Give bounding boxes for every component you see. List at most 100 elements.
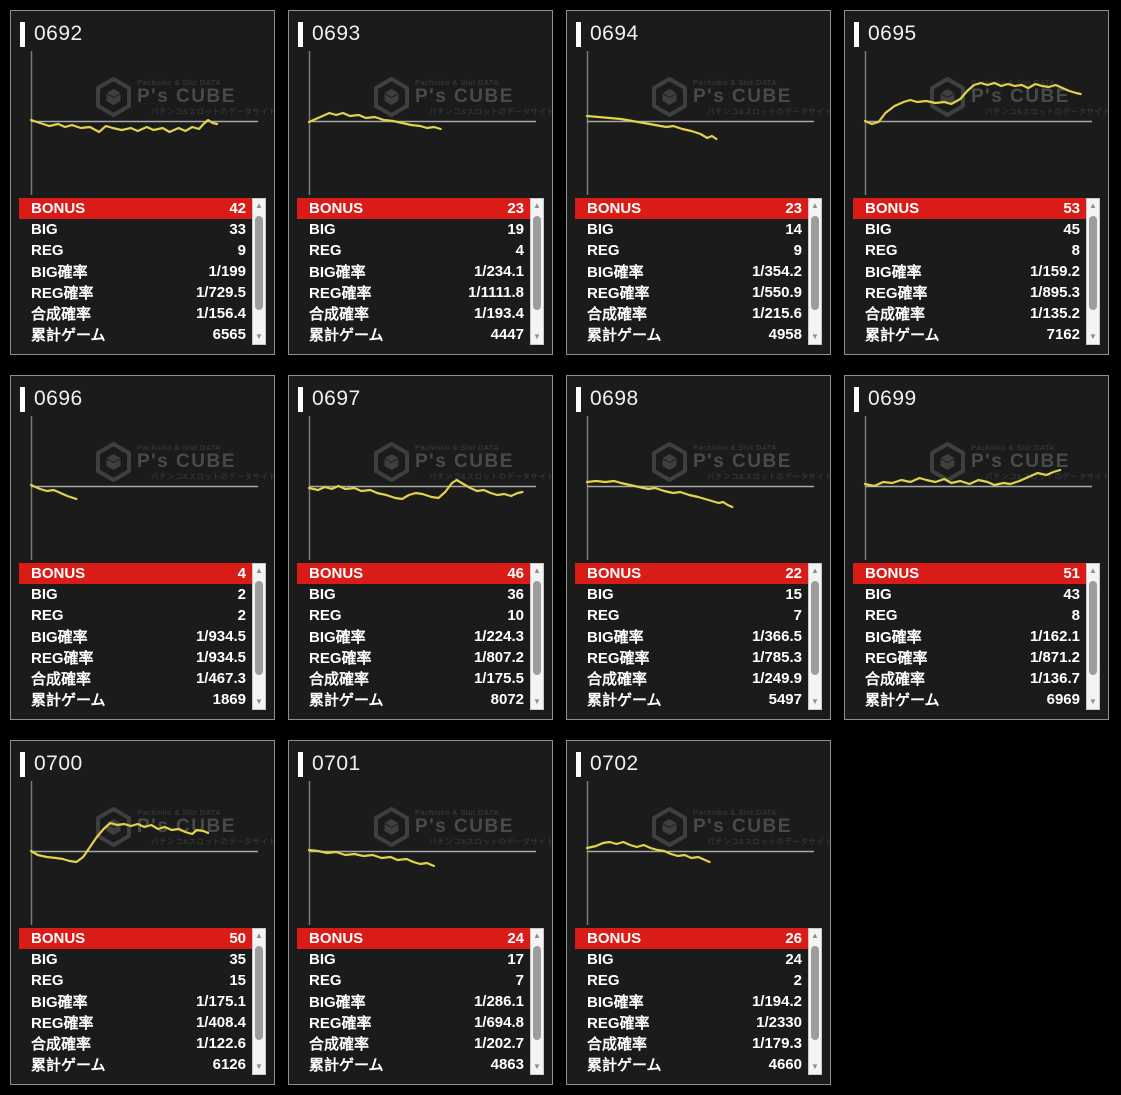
scroll-thumb[interactable] bbox=[255, 946, 263, 1040]
stats-row: REG確率 1/408.4 bbox=[19, 1012, 252, 1033]
scroll-thumb[interactable] bbox=[1089, 216, 1097, 310]
stats-row: 合成確率 1/202.7 bbox=[297, 1033, 530, 1054]
stat-value: 1/934.5 bbox=[195, 628, 246, 645]
scroll-down-icon[interactable]: ▼ bbox=[811, 697, 819, 706]
scroll-thumb[interactable] bbox=[811, 216, 819, 310]
machine-panel[interactable]: 0697 Pachinko & Slot DATA P's CUBE パチンコ&… bbox=[288, 375, 553, 720]
watermark-text: Pachinko & Slot DATA P's CUBE パチンコ&スロットの… bbox=[971, 78, 1108, 116]
slump-graph: Pachinko & Slot DATA P's CUBE パチンコ&スロットの… bbox=[845, 49, 1108, 196]
stat-value: 50 bbox=[229, 930, 246, 947]
scroll-down-icon[interactable]: ▼ bbox=[255, 332, 263, 341]
stat-label: REG確率 bbox=[31, 1015, 94, 1032]
scroll-thumb[interactable] bbox=[811, 946, 819, 1040]
stat-label: 累計ゲーム bbox=[31, 1057, 106, 1074]
watermark-text: Pachinko & Slot DATA P's CUBE パチンコ&スロットの… bbox=[415, 808, 552, 846]
scroll-up-icon[interactable]: ▲ bbox=[255, 201, 263, 210]
stat-value: 1/807.2 bbox=[473, 649, 524, 666]
title-bar-icon bbox=[854, 21, 859, 47]
stats-scrollbar[interactable]: ▲ ▼ bbox=[530, 928, 544, 1075]
machine-number: 0695 bbox=[868, 22, 917, 45]
stats-scrollbar[interactable]: ▲ ▼ bbox=[252, 563, 266, 710]
scroll-up-icon[interactable]: ▲ bbox=[533, 931, 541, 940]
stat-value: 42 bbox=[229, 200, 246, 217]
scroll-down-icon[interactable]: ▼ bbox=[255, 697, 263, 706]
scroll-up-icon[interactable]: ▲ bbox=[811, 931, 819, 940]
scroll-up-icon[interactable]: ▲ bbox=[811, 201, 819, 210]
scroll-down-icon[interactable]: ▼ bbox=[1089, 332, 1097, 341]
stats-row: REG 7 bbox=[297, 970, 530, 991]
stats-scrollbar[interactable]: ▲ ▼ bbox=[808, 928, 822, 1075]
slump-graph-plot bbox=[29, 781, 258, 925]
scroll-up-icon[interactable]: ▲ bbox=[255, 566, 263, 575]
machine-panel[interactable]: 0692 Pachinko & Slot DATA P's CUBE パチンコ&… bbox=[10, 10, 275, 355]
stat-value: 1869 bbox=[212, 691, 246, 708]
stats-scrollbar[interactable]: ▲ ▼ bbox=[252, 198, 266, 345]
machine-panel[interactable]: 0702 Pachinko & Slot DATA P's CUBE パチンコ&… bbox=[566, 740, 831, 1085]
scroll-down-icon[interactable]: ▼ bbox=[533, 332, 541, 341]
machine-panel[interactable]: 0695 Pachinko & Slot DATA P's CUBE パチンコ&… bbox=[844, 10, 1109, 355]
stats-row: BONUS 53 bbox=[853, 198, 1086, 219]
title-bar-icon bbox=[20, 386, 25, 412]
scroll-down-icon[interactable]: ▼ bbox=[255, 1062, 263, 1071]
machine-panel[interactable]: 0699 Pachinko & Slot DATA P's CUBE パチンコ&… bbox=[844, 375, 1109, 720]
machine-panel[interactable]: 0700 Pachinko & Slot DATA P's CUBE パチンコ&… bbox=[10, 740, 275, 1085]
stats-scrollbar[interactable]: ▲ ▼ bbox=[530, 563, 544, 710]
scroll-up-icon[interactable]: ▲ bbox=[533, 566, 541, 575]
stats-row: BONUS 50 bbox=[19, 928, 252, 949]
stat-value: 7162 bbox=[1046, 326, 1080, 343]
stat-label: BONUS bbox=[309, 565, 364, 582]
stat-value: 1/122.6 bbox=[195, 1035, 246, 1052]
scroll-up-icon[interactable]: ▲ bbox=[1089, 566, 1097, 575]
scroll-up-icon[interactable]: ▲ bbox=[533, 201, 541, 210]
stats-scrollbar[interactable]: ▲ ▼ bbox=[1086, 563, 1100, 710]
machine-panel[interactable]: 0698 Pachinko & Slot DATA P's CUBE パチンコ&… bbox=[566, 375, 831, 720]
slump-graph-plot bbox=[307, 51, 536, 195]
stat-label: REG確率 bbox=[587, 1015, 650, 1032]
machine-panel[interactable]: 0694 Pachinko & Slot DATA P's CUBE パチンコ&… bbox=[566, 10, 831, 355]
scroll-thumb[interactable] bbox=[533, 581, 541, 675]
stat-label: REG bbox=[587, 242, 620, 259]
stats-scrollbar[interactable]: ▲ ▼ bbox=[808, 563, 822, 710]
stats-scrollbar[interactable]: ▲ ▼ bbox=[252, 928, 266, 1075]
watermark-text: Pachinko & Slot DATA P's CUBE パチンコ&スロットの… bbox=[693, 78, 830, 116]
watermark-brand: P's CUBE bbox=[137, 451, 236, 472]
machine-panel[interactable]: 0693 Pachinko & Slot DATA P's CUBE パチンコ&… bbox=[288, 10, 553, 355]
ps-cube-logo-icon bbox=[374, 442, 409, 482]
watermark: Pachinko & Slot DATA P's CUBE パチンコ&スロットの… bbox=[651, 76, 830, 118]
stats-rows: BONUS 23 BIG 14 REG 9 BIG確率 1/354.2 REG確… bbox=[575, 198, 808, 345]
scroll-thumb[interactable] bbox=[1089, 581, 1097, 675]
scroll-down-icon[interactable]: ▼ bbox=[533, 1062, 541, 1071]
scroll-down-icon[interactable]: ▼ bbox=[811, 332, 819, 341]
scroll-down-icon[interactable]: ▼ bbox=[1089, 697, 1097, 706]
stat-label: REG確率 bbox=[309, 650, 372, 667]
scroll-thumb[interactable] bbox=[533, 216, 541, 310]
stats-row: 累計ゲーム 6126 bbox=[19, 1054, 252, 1075]
stats-rows: BONUS 23 BIG 19 REG 4 BIG確率 1/234.1 REG確… bbox=[297, 198, 530, 345]
scroll-thumb[interactable] bbox=[533, 946, 541, 1040]
scroll-thumb[interactable] bbox=[255, 581, 263, 675]
stats-row: BIG確率 1/224.3 bbox=[297, 626, 530, 647]
stats-rows: BONUS 22 BIG 15 REG 7 BIG確率 1/366.5 REG確… bbox=[575, 563, 808, 710]
stats-scrollbar[interactable]: ▲ ▼ bbox=[808, 198, 822, 345]
stat-value: 53 bbox=[1063, 200, 1080, 217]
machine-panel[interactable]: 0701 Pachinko & Slot DATA P's CUBE パチンコ&… bbox=[288, 740, 553, 1085]
watermark-brand: P's CUBE bbox=[415, 451, 514, 472]
scroll-up-icon[interactable]: ▲ bbox=[811, 566, 819, 575]
stat-label: BIG bbox=[309, 951, 336, 968]
watermark-bottom-text: パチンコ&スロットのデータサイト bbox=[707, 107, 830, 116]
stat-label: BIG bbox=[865, 221, 892, 238]
scroll-thumb[interactable] bbox=[255, 216, 263, 310]
scroll-thumb[interactable] bbox=[811, 581, 819, 675]
scroll-down-icon[interactable]: ▼ bbox=[533, 697, 541, 706]
machine-panel[interactable]: 0696 Pachinko & Slot DATA P's CUBE パチンコ&… bbox=[10, 375, 275, 720]
scroll-up-icon[interactable]: ▲ bbox=[255, 931, 263, 940]
stat-value: 4 bbox=[515, 242, 524, 259]
stat-label: REG bbox=[587, 607, 620, 624]
stats-scrollbar[interactable]: ▲ ▼ bbox=[530, 198, 544, 345]
slump-graph: Pachinko & Slot DATA P's CUBE パチンコ&スロットの… bbox=[289, 779, 552, 926]
stat-value: 1/136.7 bbox=[1029, 670, 1080, 687]
stats-scrollbar[interactable]: ▲ ▼ bbox=[1086, 198, 1100, 345]
scroll-down-icon[interactable]: ▼ bbox=[811, 1062, 819, 1071]
scroll-up-icon[interactable]: ▲ bbox=[1089, 201, 1097, 210]
